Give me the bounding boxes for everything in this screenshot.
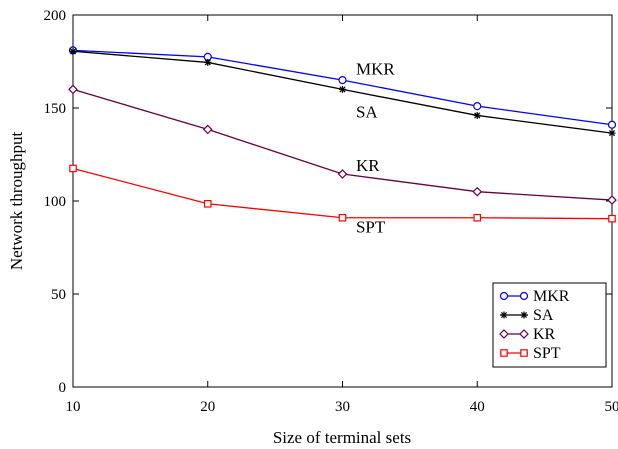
annotation-label: KR [356, 156, 380, 175]
square-marker [69, 164, 77, 173]
circle-marker [473, 102, 482, 111]
legend-label: SA [533, 307, 554, 324]
legend-item: SPT [500, 345, 561, 362]
diamond-marker [472, 186, 483, 197]
series-line [72, 88, 613, 201]
y-tick-label: 50 [51, 287, 66, 303]
y-tick-label: 0 [59, 380, 67, 396]
asterisk-marker [608, 129, 616, 137]
legend-item: MKR [499, 288, 570, 305]
y-tick-label: 100 [44, 194, 67, 210]
legend-label: MKR [533, 288, 570, 305]
diamond-marker [202, 124, 213, 135]
series-sa [69, 47, 616, 137]
inline-series-labels: MKR SA KR SPT [356, 60, 395, 237]
square-marker [608, 214, 616, 223]
circle-marker [607, 120, 617, 129]
data-series [68, 46, 617, 223]
y-tick-label: 150 [44, 101, 67, 117]
x-tick-label: 20 [200, 399, 215, 415]
asterisk-marker [520, 311, 528, 319]
x-tick-label: 40 [470, 399, 485, 415]
square-marker [338, 213, 347, 222]
asterisk-marker [339, 85, 346, 93]
asterisk-marker [204, 58, 212, 66]
diamond-marker [607, 195, 617, 205]
annotation-label: SPT [356, 218, 386, 237]
circle-marker [519, 291, 529, 301]
legend: MKR SA KR SPT [492, 282, 607, 368]
legend-label: SPT [533, 345, 561, 362]
annotation-label: MKR [356, 60, 395, 79]
circle-marker [338, 75, 347, 85]
asterisk-marker [473, 111, 481, 119]
square-marker [473, 213, 482, 222]
square-marker [500, 349, 508, 357]
y-axis-title: Network throughput [7, 132, 26, 271]
legend-label: KR [533, 326, 556, 343]
diamond-marker [337, 169, 348, 179]
diamond-marker [519, 329, 529, 339]
x-axis-title: Size of terminal sets [273, 428, 411, 447]
series-kr [68, 84, 617, 205]
asterisk-marker [69, 47, 77, 55]
legend-item: SA [500, 307, 554, 324]
asterisk-marker [500, 311, 508, 319]
annotation-label: SA [356, 102, 378, 121]
square-marker [520, 349, 528, 357]
y-tick-label: 200 [44, 8, 67, 24]
circle-marker [499, 291, 509, 301]
axis-ticks: 10 20 30 40 50 0 50 100 150 200 [44, 8, 618, 415]
x-tick-label: 50 [605, 399, 618, 415]
x-tick-label: 10 [66, 399, 81, 415]
x-tick-label: 30 [335, 399, 350, 415]
diamond-marker [499, 329, 509, 339]
diamond-marker [68, 84, 78, 95]
series-spt [69, 164, 616, 223]
legend-item: KR [499, 326, 556, 343]
square-marker [203, 199, 212, 208]
